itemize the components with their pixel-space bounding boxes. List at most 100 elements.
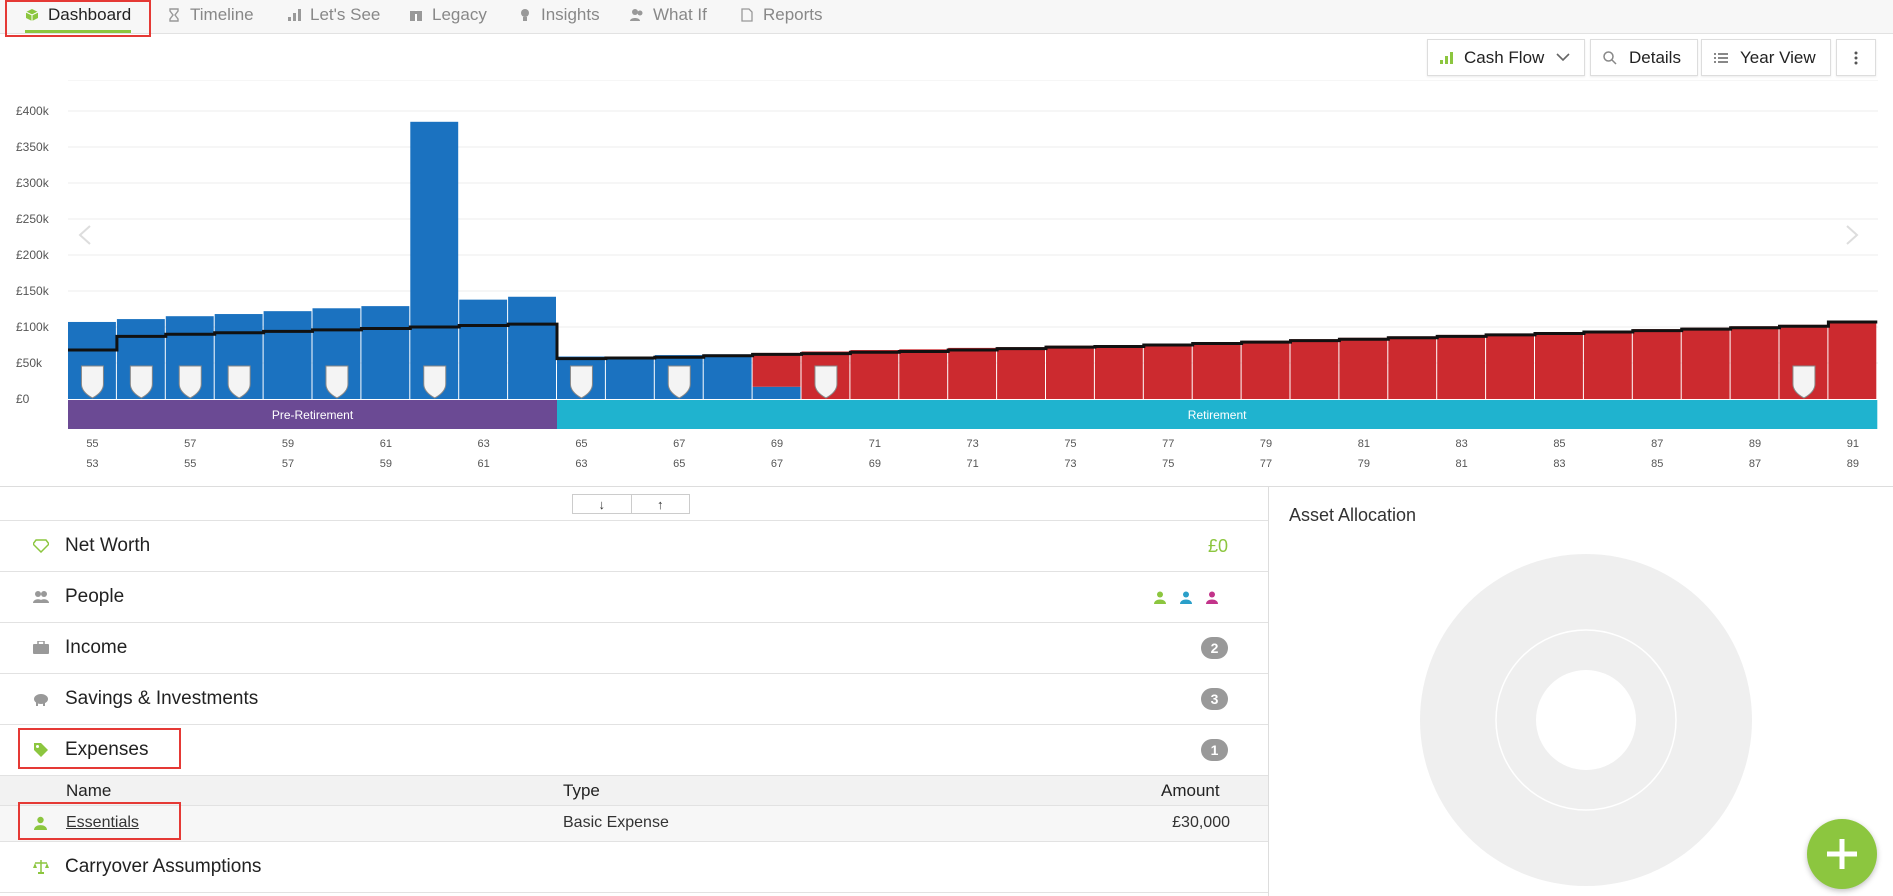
shortfall-bar[interactable] (1339, 337, 1388, 399)
event-shield-icon[interactable] (227, 365, 251, 399)
shortfall-bar[interactable] (1388, 336, 1437, 399)
shortfall-bar[interactable] (899, 349, 948, 399)
y-tick-label: £50k (16, 356, 43, 370)
person-blue-icon[interactable] (1180, 591, 1192, 604)
event-shield-icon[interactable] (569, 365, 593, 399)
chevron-left-icon[interactable] (78, 225, 91, 245)
tab-lets-see[interactable]: Let's See (287, 0, 380, 30)
expand-up-button[interactable]: ↑ (657, 496, 664, 512)
net-worth-label: Net Worth (65, 535, 151, 556)
shortfall-bar[interactable] (850, 350, 899, 399)
tab-insights[interactable]: Insights (518, 0, 600, 30)
income-bar[interactable] (410, 121, 459, 400)
income-bar[interactable] (361, 306, 410, 399)
x-tick-label-secondary: 55 (184, 458, 196, 470)
people-row[interactable]: People (0, 571, 1268, 622)
y-tick-label: £100k (16, 320, 50, 334)
lightbulb-icon (521, 9, 529, 21)
scales-icon (33, 859, 49, 875)
shortfall-bar[interactable] (1094, 345, 1143, 399)
cash-flow-dropdown[interactable]: Cash Flow (1427, 39, 1585, 76)
shortfall-bar[interactable] (1632, 329, 1681, 399)
income-row[interactable]: Income 2 (0, 622, 1268, 673)
income-bar[interactable] (459, 299, 508, 399)
shortfall-bar[interactable] (1192, 342, 1241, 399)
add-button[interactable] (1807, 819, 1877, 889)
event-shield-icon[interactable] (1792, 365, 1816, 399)
shortfall-bar[interactable] (1681, 327, 1730, 399)
chevron-down-icon (1556, 53, 1570, 62)
x-tick-label: 71 (869, 438, 881, 450)
x-tick-label: 67 (673, 438, 685, 450)
cash-flow-label: Cash Flow (1464, 47, 1545, 67)
tab-legacy[interactable]: Legacy (409, 0, 487, 30)
tab-timeline[interactable]: Timeline (167, 0, 254, 30)
shortfall-bar[interactable] (1730, 326, 1779, 399)
x-tick-label: 87 (1651, 438, 1663, 450)
chevron-right-icon[interactable] (1846, 225, 1859, 245)
income-bar[interactable] (263, 311, 312, 399)
carryover-label: Carryover Assumptions (65, 856, 262, 877)
shortfall-bar[interactable] (1486, 333, 1534, 399)
x-tick-label: 63 (478, 438, 490, 450)
phase-band (68, 400, 557, 429)
shortfall-bar[interactable] (1241, 340, 1290, 399)
table-row[interactable]: Essentials Basic Expense £30,000 (0, 805, 1268, 841)
x-tick-label: 77 (1162, 438, 1174, 450)
collapse-down-button[interactable]: ↓ (573, 495, 632, 513)
event-shield-icon[interactable] (325, 365, 349, 399)
income-label: Income (65, 637, 128, 658)
year-view-button[interactable]: Year View (1701, 39, 1831, 76)
asset-allocation-donut (1420, 554, 1752, 886)
chart-divider (0, 486, 1893, 487)
tab-lets-see-label: Let's See (310, 5, 381, 24)
gift-icon (410, 10, 422, 21)
savings-row[interactable]: Savings & Investments 3 (0, 673, 1268, 724)
tab-what-if[interactable]: What If (630, 0, 707, 30)
event-shield-icon[interactable] (178, 365, 202, 399)
shortfall-bar[interactable] (1535, 332, 1583, 399)
shortfall-bar[interactable] (1583, 330, 1632, 399)
x-tick-label: 89 (1749, 438, 1761, 450)
carryover-row[interactable]: Carryover Assumptions (0, 841, 1268, 893)
shortfall-bar[interactable] (948, 347, 997, 399)
x-tick-label: 81 (1358, 438, 1370, 450)
tab-timeline-label: Timeline (190, 5, 254, 24)
expense-amount: £30,000 (1172, 814, 1230, 831)
net-worth-row[interactable]: Net Worth £0 (0, 520, 1268, 571)
income-bar[interactable] (703, 354, 752, 399)
more-options-button[interactable] (1836, 39, 1876, 76)
highlight-dashboard (5, 0, 151, 37)
person-green-icon[interactable] (1154, 591, 1166, 604)
expenses-row[interactable]: Expenses 1 (0, 724, 1268, 775)
shortfall-bar[interactable] (752, 352, 801, 387)
event-shield-icon[interactable] (129, 365, 153, 399)
savings-count-badge: 3 (1201, 688, 1228, 710)
event-shield-icon[interactable] (80, 365, 104, 399)
shortfall-bar[interactable] (1828, 321, 1877, 399)
event-shield-icon[interactable] (814, 365, 838, 399)
panel-separator (1268, 487, 1269, 896)
event-shield-icon[interactable] (423, 365, 447, 399)
event-shield-icon[interactable] (667, 365, 691, 399)
expense-name-link[interactable]: Essentials (66, 814, 139, 831)
x-tick-label: 55 (86, 438, 98, 450)
x-tick-label-secondary: 59 (380, 458, 392, 470)
tab-legacy-label: Legacy (432, 5, 487, 24)
details-button[interactable]: Details (1590, 39, 1698, 76)
list-icon (1714, 52, 1728, 63)
tab-dashboard[interactable]: Dashboard (25, 0, 132, 33)
income-bar[interactable] (752, 386, 801, 399)
shortfall-bar[interactable] (1437, 334, 1486, 399)
shortfall-bar[interactable] (997, 347, 1045, 399)
shortfall-bar[interactable] (1046, 345, 1094, 399)
tab-reports[interactable]: Reports (740, 0, 823, 30)
person-pink-icon[interactable] (1206, 591, 1218, 604)
income-bar[interactable] (605, 356, 654, 399)
income-bar[interactable] (508, 296, 556, 399)
shortfall-bar[interactable] (1143, 343, 1192, 399)
x-tick-label-secondary: 75 (1162, 458, 1174, 470)
shortfall-bar[interactable] (1290, 339, 1339, 399)
phase-label: Retirement (1188, 408, 1247, 422)
expense-line (68, 320, 1878, 361)
